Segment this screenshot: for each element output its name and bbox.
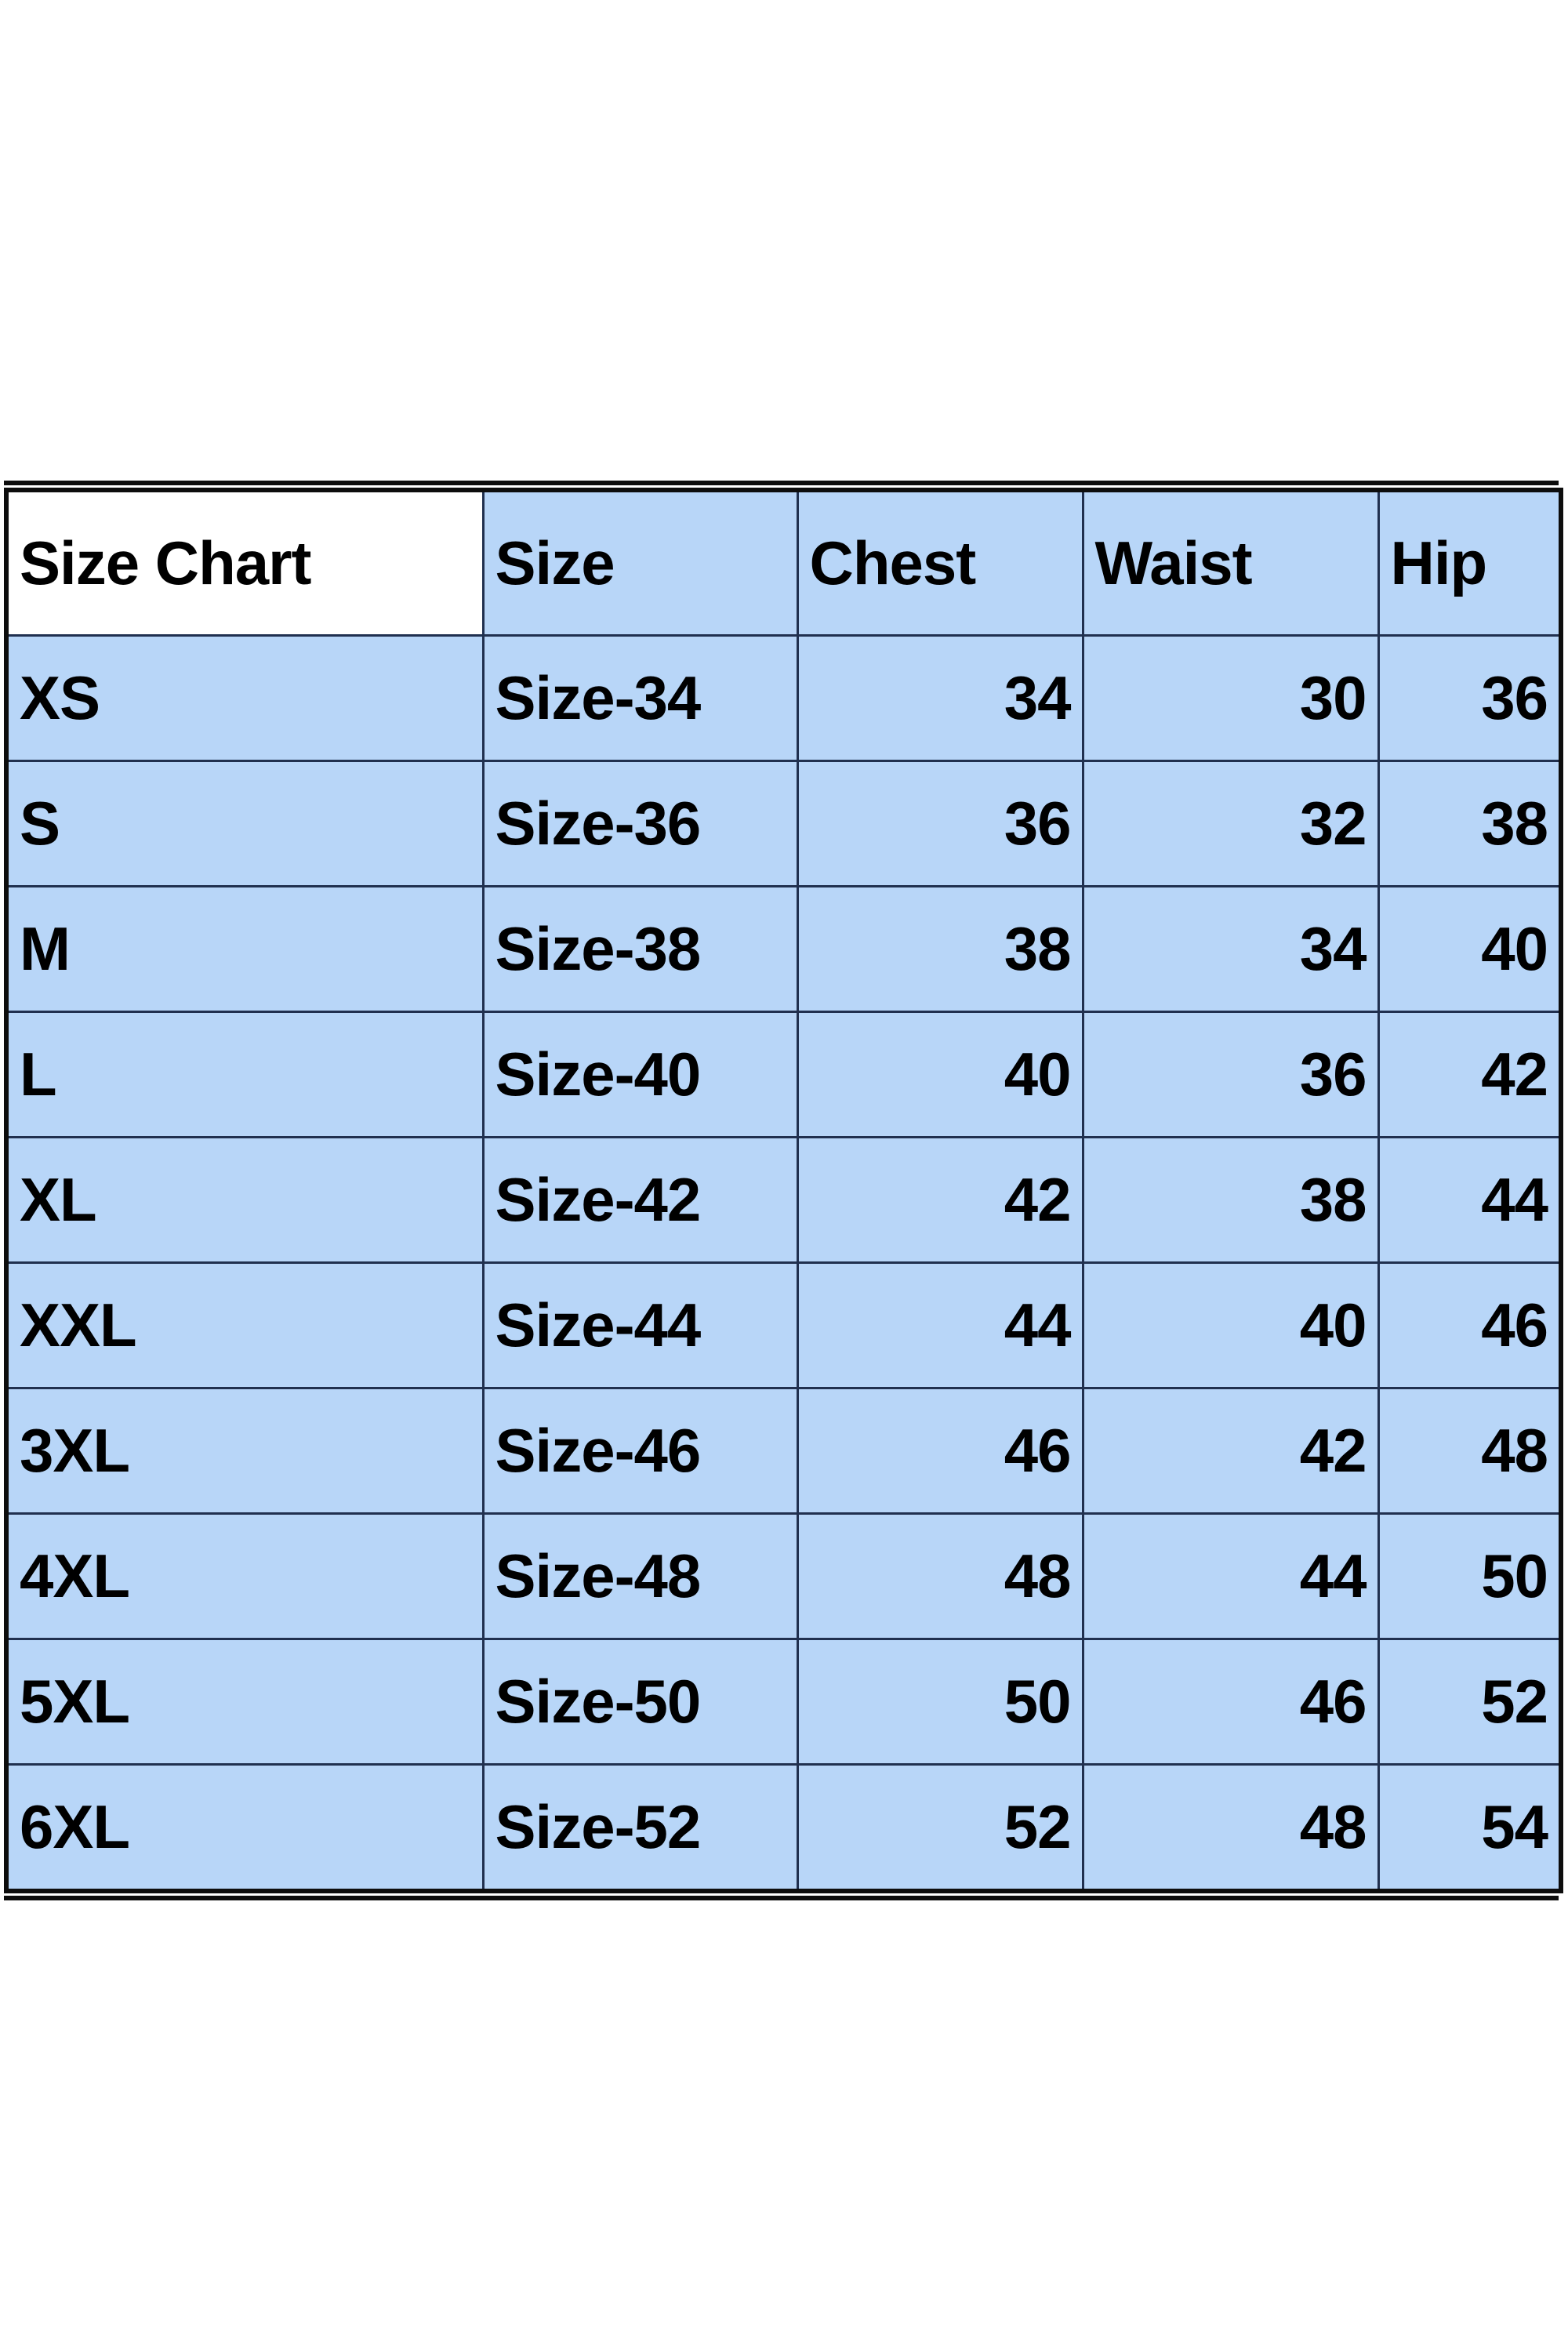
cell-hip: 52: [1377, 1638, 1563, 1766]
cell-chest: 44: [796, 1261, 1084, 1389]
cell-size-code: Size-36: [481, 760, 799, 887]
table-row: 3XL Size-46 46 42 48: [4, 1387, 1563, 1515]
header-row: Size Chart Size Chest Waist Hip: [4, 488, 1563, 637]
header-hip: Hip: [1377, 488, 1563, 637]
cell-size-code: Size-44: [481, 1261, 799, 1389]
cell-waist: 42: [1081, 1387, 1380, 1515]
table-top-rule: [4, 481, 1559, 488]
cell-waist: 34: [1081, 885, 1380, 1013]
header-size: Size: [481, 488, 799, 637]
cell-chest: 38: [796, 885, 1084, 1013]
cell-waist: 44: [1081, 1512, 1380, 1640]
cell-size-code: Size-34: [481, 634, 799, 762]
cell-chest: 46: [796, 1387, 1084, 1515]
table-bottom-rule: [4, 1893, 1559, 1900]
cell-size-code: Size-40: [481, 1011, 799, 1138]
size-chart-table: Size Chart Size Chest Waist Hip XS Size-…: [4, 488, 1563, 1893]
cell-size-code: Size-46: [481, 1387, 799, 1515]
cell-hip: 44: [1377, 1136, 1563, 1264]
cell-size-label: 3XL: [4, 1387, 485, 1515]
cell-hip: 48: [1377, 1387, 1563, 1515]
cell-size-label: 6XL: [4, 1763, 485, 1893]
cell-size-label: M: [4, 885, 485, 1013]
cell-waist: 36: [1081, 1011, 1380, 1138]
table-row: L Size-40 40 36 42: [4, 1011, 1563, 1138]
cell-size-label: XXL: [4, 1261, 485, 1389]
cell-waist: 46: [1081, 1638, 1380, 1766]
table-row: XS Size-34 34 30 36: [4, 634, 1563, 762]
cell-hip: 46: [1377, 1261, 1563, 1389]
cell-size-label: 4XL: [4, 1512, 485, 1640]
table-body: XS Size-34 34 30 36 S Size-36 36 32 38 M…: [4, 634, 1563, 1893]
cell-size-label: XS: [4, 634, 485, 762]
cell-chest: 50: [796, 1638, 1084, 1766]
cell-hip: 40: [1377, 885, 1563, 1013]
cell-hip: 42: [1377, 1011, 1563, 1138]
cell-waist: 30: [1081, 634, 1380, 762]
header-waist: Waist: [1081, 488, 1380, 637]
cell-waist: 40: [1081, 1261, 1380, 1389]
cell-size-code: Size-38: [481, 885, 799, 1013]
cell-size-code: Size-52: [481, 1763, 799, 1893]
cell-chest: 40: [796, 1011, 1084, 1138]
cell-size-code: Size-42: [481, 1136, 799, 1264]
table-row: XL Size-42 42 38 44: [4, 1136, 1563, 1264]
cell-chest: 42: [796, 1136, 1084, 1264]
cell-chest: 48: [796, 1512, 1084, 1640]
cell-hip: 38: [1377, 760, 1563, 887]
cell-chest: 34: [796, 634, 1084, 762]
table-row: 6XL Size-52 52 48 54: [4, 1763, 1563, 1893]
cell-size-label: L: [4, 1011, 485, 1138]
cell-chest: 36: [796, 760, 1084, 887]
table-row: M Size-38 38 34 40: [4, 885, 1563, 1013]
cell-waist: 38: [1081, 1136, 1380, 1264]
cell-hip: 50: [1377, 1512, 1563, 1640]
cell-size-label: 5XL: [4, 1638, 485, 1766]
cell-size-code: Size-48: [481, 1512, 799, 1640]
cell-size-label: XL: [4, 1136, 485, 1264]
size-chart-container: Size Chart Size Chest Waist Hip XS Size-…: [4, 481, 1563, 1900]
table-header: Size Chart Size Chest Waist Hip: [4, 488, 1563, 637]
cell-size-code: Size-50: [481, 1638, 799, 1766]
table-row: 5XL Size-50 50 46 52: [4, 1638, 1563, 1766]
cell-hip: 54: [1377, 1763, 1563, 1893]
cell-hip: 36: [1377, 634, 1563, 762]
header-size-chart: Size Chart: [4, 488, 485, 637]
table-row: XXL Size-44 44 40 46: [4, 1261, 1563, 1389]
table-row: 4XL Size-48 48 44 50: [4, 1512, 1563, 1640]
cell-size-label: S: [4, 760, 485, 887]
cell-chest: 52: [796, 1763, 1084, 1893]
cell-waist: 48: [1081, 1763, 1380, 1893]
table-row: S Size-36 36 32 38: [4, 760, 1563, 887]
header-chest: Chest: [796, 488, 1084, 637]
cell-waist: 32: [1081, 760, 1380, 887]
